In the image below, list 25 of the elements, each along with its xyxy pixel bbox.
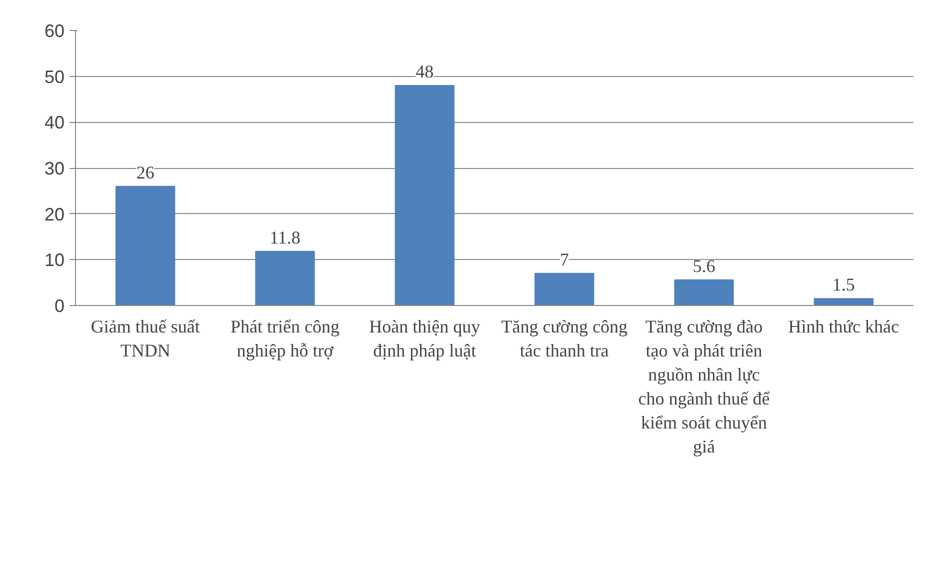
x-tick-label: Phát triển công nghiệp hỗ trợ bbox=[230, 316, 340, 360]
y-tick-label: 0 bbox=[54, 296, 65, 316]
bar bbox=[255, 250, 315, 306]
bar bbox=[814, 298, 874, 306]
bar bbox=[674, 279, 734, 306]
y-tick-label: 40 bbox=[44, 112, 65, 133]
data-label: 26 bbox=[136, 162, 154, 182]
data-label: 1.5 bbox=[832, 274, 855, 295]
x-tick-label: Tăng cường công tác thanh tra bbox=[501, 316, 628, 360]
data-label: 5.6 bbox=[692, 256, 716, 276]
y-tick-label: 20 bbox=[44, 204, 65, 224]
x-tick-label: Tăng cường đào tạo và phát triên nguồn nhân lực cho ngành thuế để kiểm soát chuyển giá bbox=[638, 316, 770, 456]
y-tick-label: 50 bbox=[44, 66, 65, 87]
data-label: 11.8 bbox=[270, 227, 300, 248]
bar bbox=[116, 186, 176, 306]
y-tick-label: 60 bbox=[44, 21, 65, 41]
x-tick-label: Hoàn thiện quy định pháp luật bbox=[369, 316, 480, 360]
x-tick-label: Hình thức khác bbox=[788, 316, 900, 336]
bar bbox=[394, 85, 454, 306]
data-label: 7 bbox=[560, 249, 569, 270]
y-tick-label: 10 bbox=[44, 250, 65, 270]
bar bbox=[534, 272, 594, 306]
y-tick-label: 30 bbox=[44, 158, 65, 178]
data-label: 48 bbox=[416, 62, 434, 82]
x-tick-label: Giảm thuế suất TNDN bbox=[90, 316, 200, 360]
